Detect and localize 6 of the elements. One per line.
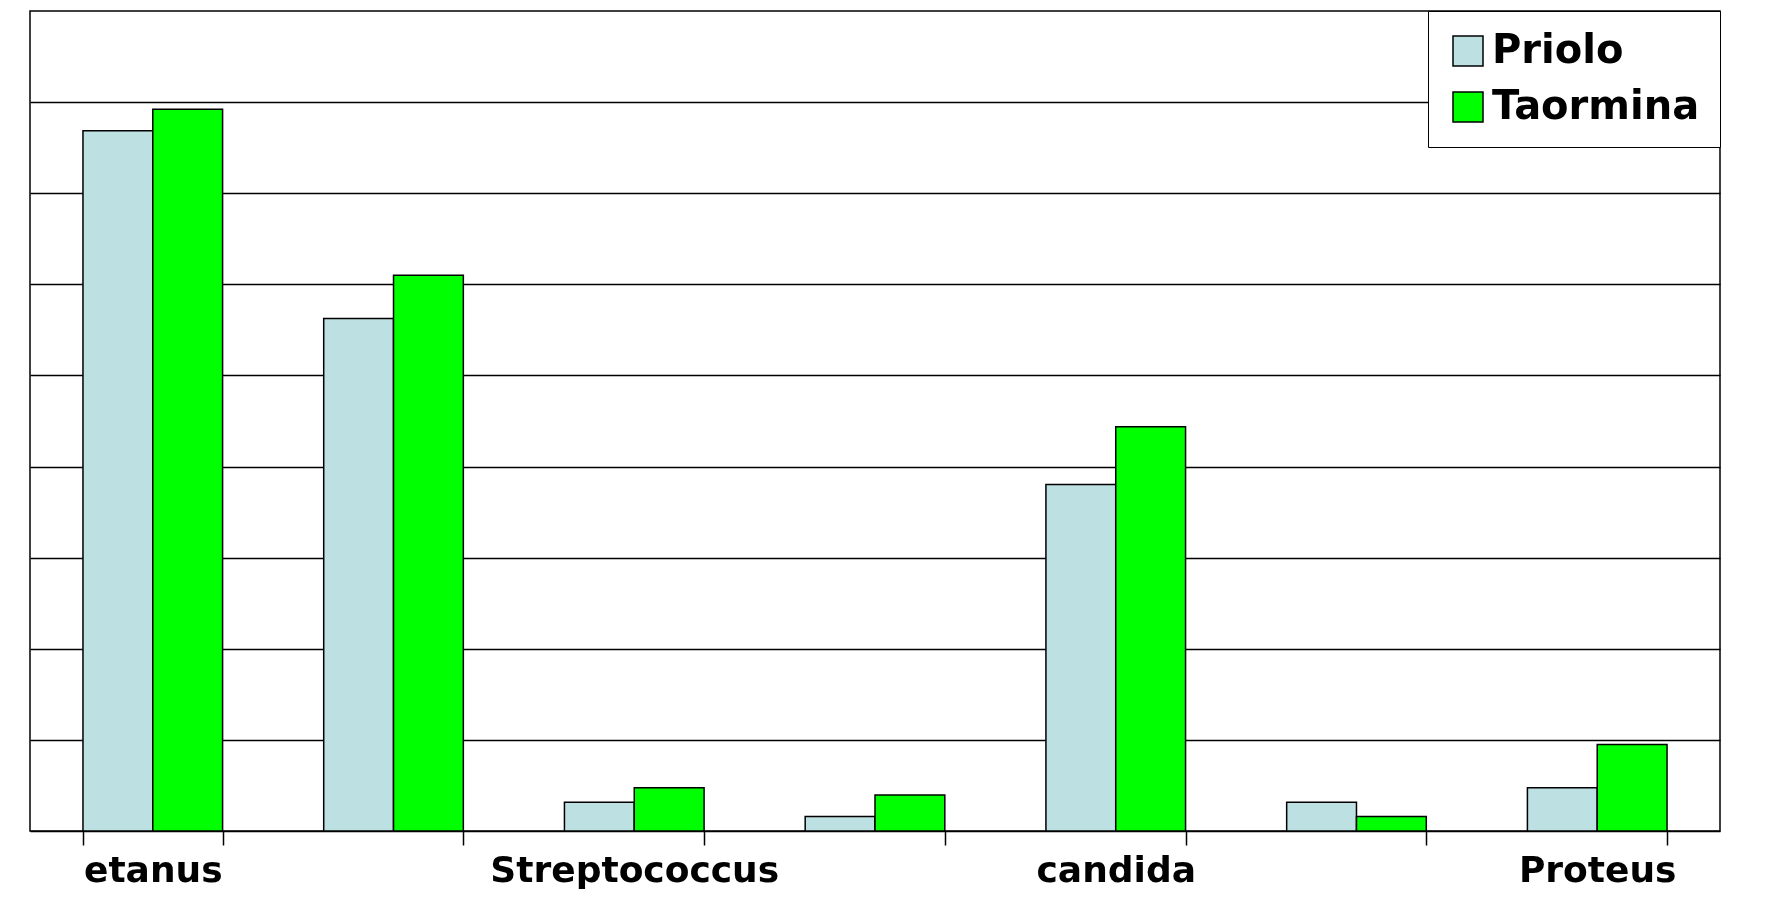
legend-label: Priolo — [1492, 26, 1624, 72]
x-tick-label: Streptococcus — [490, 848, 780, 890]
x-tick-label: Proteus — [1518, 848, 1677, 890]
x-tick-label: etanus — [83, 848, 223, 890]
x-tick-label: candida — [1036, 848, 1196, 890]
legend-label: Taormina — [1492, 82, 1700, 128]
